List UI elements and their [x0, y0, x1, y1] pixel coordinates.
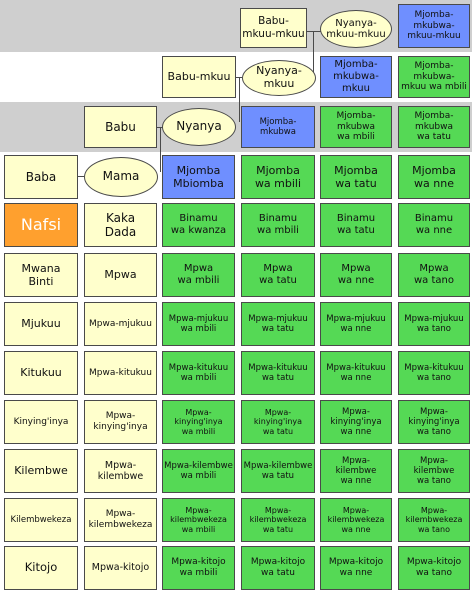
grandnephew-4-box: Mpwa-mjukuu wa nne [320, 302, 392, 346]
band-gen-1 [0, 102, 472, 152]
grandmother-ellipse: Nyanya [162, 108, 236, 146]
cousin-3-box: Binamu wa tatu [320, 203, 392, 247]
gen7-nephew-4-box: Mpwa-kitojo wa nne [320, 546, 392, 590]
great-grandnephew-3-box: Mpwa-kitukuu wa tatu [241, 351, 315, 395]
grandfather-box: Babu [84, 106, 157, 148]
gen5-nephew-2-box: Mpwa-kilembwe wa mbili [162, 449, 235, 493]
great-grandnephew-2-box: Mpwa-kitukuu wa mbili [162, 351, 235, 395]
cousin-1-box: Binamu wa kwanza [162, 203, 235, 247]
gen6-nephew-4-box: Mpwa- kilembwekeza wa nne [320, 498, 392, 542]
great-grandfather-box: Babu- mkuu-mkuu [240, 8, 307, 48]
granduncle-2-box: Mjomba-mkubwa wa mbili [320, 106, 392, 148]
gen5-nephew-5-box: Mpwa-kilembwe wa tano [398, 449, 470, 493]
connector-line [239, 77, 240, 122]
great-granduncle-box: Mjomba- mkubwa-mkuu [320, 56, 392, 98]
gen6-box: Kilembwekeza [4, 498, 78, 542]
gen4-nephew-box: Mpwa- kinying'inya [84, 400, 157, 444]
gen4-nephew-5-box: Mpwa- kinying'inya wa tano [398, 400, 470, 444]
gen4-nephew-2-box: Mpwa- kinying'inya wa mbili [162, 400, 235, 444]
granduncle-3-box: Mjomba-mkubwa wa tatu [398, 106, 470, 148]
uncle-box: Mjomba Mbiomba [162, 155, 235, 199]
grandnephew-5-box: Mpwa-mjukuu wa tano [398, 302, 470, 346]
band-gen-top [0, 0, 472, 52]
nephew-box: Mpwa [84, 253, 157, 297]
nephew-3-box: Mpwa wa tatu [241, 253, 315, 297]
gen7-nephew-2-box: Mpwa-kitojo wa mbili [162, 546, 235, 590]
gen4-nephew-3-box: Mpwa- kinying'inya wa tatu [241, 400, 315, 444]
great-grandnephew-box: Mpwa-kitukuu [84, 351, 157, 395]
cousin-2-box: Binamu wa mbili [241, 203, 315, 247]
gen7-nephew-box: Mpwa-kitojo [84, 546, 157, 590]
gen6-nephew-5-box: Mpwa- kilembwekeza wa tano [398, 498, 470, 542]
nephew-5-box: Mpwa wa tano [398, 253, 470, 297]
great-granduncle-2-box: Mjomba-mkubwa- mkuu wa mbili [398, 56, 470, 98]
gen7-nephew-5-box: Mpwa-kitojo wa tano [398, 546, 470, 590]
gen6-nephew-3-box: Mpwa- kilembwekeza wa tatu [241, 498, 315, 542]
great-grandnephew-5-box: Mpwa-kitukuu wa tano [398, 351, 470, 395]
nephew-2-box: Mpwa wa mbili [162, 253, 235, 297]
great-grandchild-box: Kitukuu [4, 351, 78, 395]
child-box: Mwana Binti [4, 253, 78, 297]
gen5-nephew-box: Mpwa- kilembwe [84, 449, 157, 493]
grandfather2-box: Babu-mkuu [162, 56, 236, 98]
great-grandnephew-4-box: Mpwa-kitukuu wa nne [320, 351, 392, 395]
gen-top-granduncle-box: Mjomba-mkubwa- mkuu-mkuu [398, 4, 470, 48]
gen5-box: Kilembwe [4, 449, 78, 493]
gen4-box: Kinying'inya [4, 400, 78, 444]
connector-line [78, 176, 84, 177]
sibling-box: Kaka Dada [84, 203, 157, 247]
gen6-nephew-box: Mpwa- kilembwekeza [84, 498, 157, 542]
father-box: Baba [4, 155, 78, 199]
gen5-nephew-4-box: Mpwa-kilembwe wa nne [320, 449, 392, 493]
nephew-4-box: Mpwa wa nne [320, 253, 392, 297]
gen4-nephew-4-box: Mpwa- kinying'inya wa nne [320, 400, 392, 444]
cousin-4-box: Binamu wa nne [398, 203, 470, 247]
connector-line [160, 127, 161, 172]
uncle-2-box: Mjomba wa mbili [241, 155, 315, 199]
grandnephew-3-box: Mpwa-mjukuu wa tatu [241, 302, 315, 346]
mother-ellipse: Mama [84, 157, 158, 197]
gen7-box: Kitojo [4, 546, 78, 590]
gen5-nephew-3-box: Mpwa-kilembwe wa tatu [241, 449, 315, 493]
gen7-nephew-3-box: Mpwa-kitojo wa tatu [241, 546, 315, 590]
self-box: Nafsi [4, 203, 78, 247]
connector-line [313, 31, 314, 73]
uncle-3-box: Mjomba wa tatu [320, 155, 392, 199]
granduncle-box: Mjomba-mkubwa [241, 106, 315, 148]
grandnephew-2-box: Mpwa-mjukuu wa mbili [162, 302, 235, 346]
grandchild-box: Mjukuu [4, 302, 78, 346]
grandnephew-box: Mpwa-mjukuu [84, 302, 157, 346]
gen6-nephew-2-box: Mpwa- kilembwekeza wa mbili [162, 498, 235, 542]
grandmother2-ellipse: Nyanya-mkuu [242, 60, 316, 96]
uncle-4-box: Mjomba wa nne [398, 155, 470, 199]
great-grandmother-ellipse: Nyanya- mkuu-mkuu [320, 10, 392, 48]
